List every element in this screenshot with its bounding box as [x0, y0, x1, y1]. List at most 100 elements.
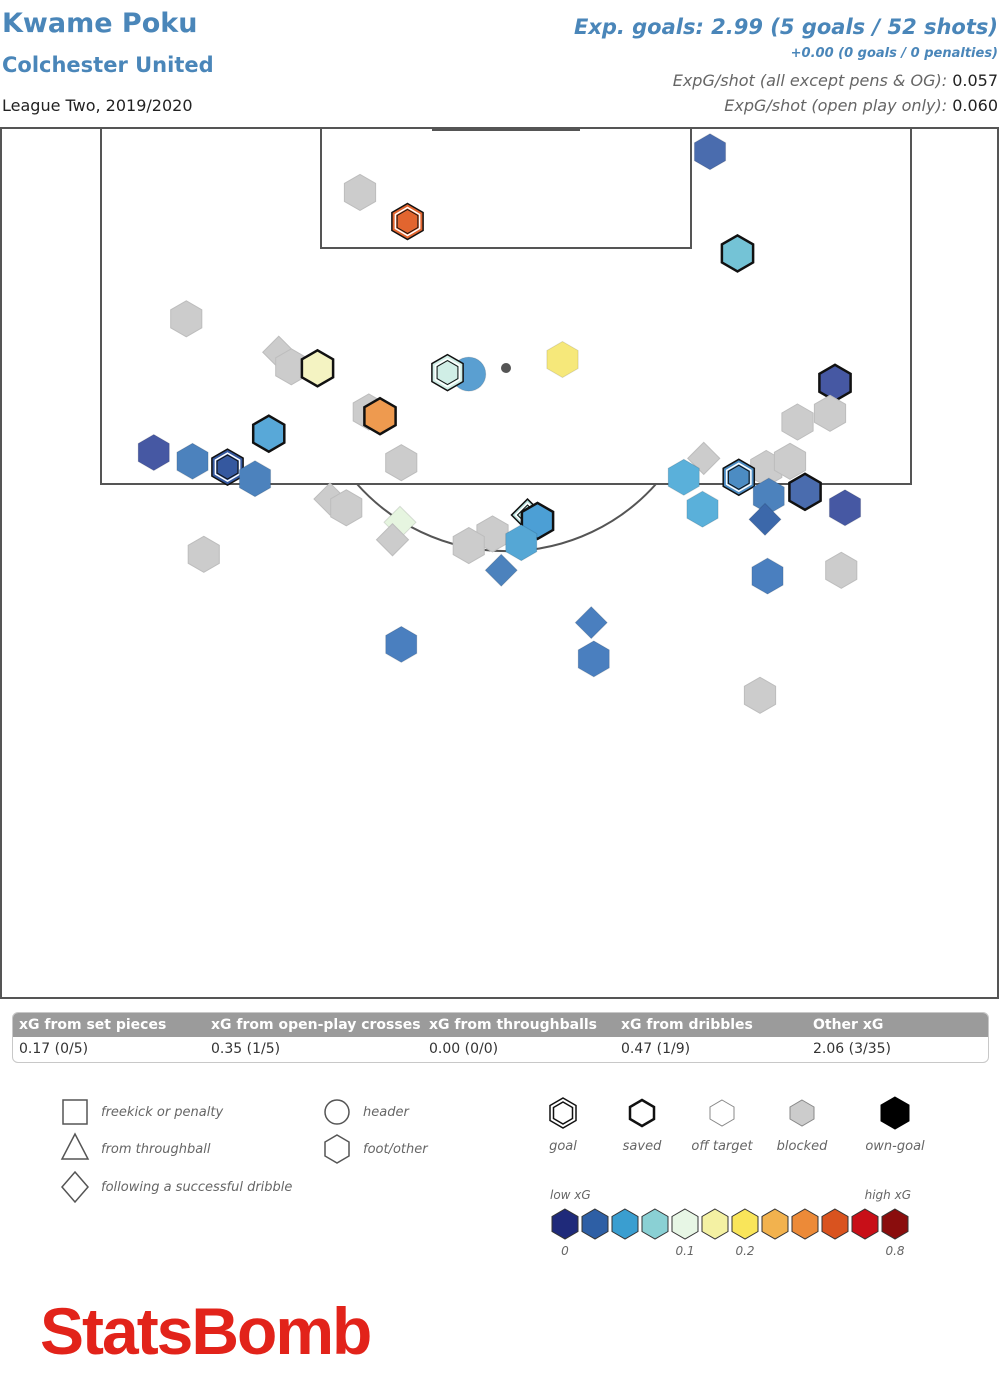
- goal-inner-outline: [216, 454, 239, 480]
- shot-marker: [825, 551, 858, 589]
- shot-marker: [238, 460, 272, 498]
- goal-inner-ring: [725, 462, 752, 493]
- scale-swatch: [821, 1208, 849, 1240]
- shot-blocked-hex: [773, 442, 807, 480]
- shot-marker: [667, 458, 700, 496]
- triangle-icon: [60, 1132, 90, 1160]
- shot-saved-hex: [363, 396, 397, 436]
- shot-blocked-hex: [385, 444, 418, 482]
- goal-inner-outline: [436, 360, 459, 386]
- legend-goal-label: goal: [549, 1139, 577, 1154]
- shot-marker: [137, 433, 170, 472]
- stat-label-other: Other xG: [813, 1017, 884, 1033]
- shot-off_target-hex: [667, 458, 700, 496]
- stat-value-dribbles: 0.47 (1/9): [621, 1041, 691, 1057]
- scale-swatch: [611, 1208, 639, 1240]
- shot-marker: [452, 527, 485, 565]
- goal-inner-outline: [727, 464, 750, 490]
- season-label: League Two, 2019/2020: [2, 96, 193, 115]
- diamond-icon: [61, 1170, 89, 1204]
- statsbomb-logo: StatsBomb: [40, 1294, 372, 1368]
- xg-penalties: +0.00 (0 goals / 0 penalties): [790, 46, 998, 61]
- legend-foot-label: foot/other: [363, 1142, 429, 1157]
- xg-breakdown-table: xG from set pieces xG from open-play cro…: [12, 1012, 989, 1063]
- scale-swatch: [851, 1208, 879, 1240]
- xg-per-shot-value: 0.057: [952, 71, 998, 90]
- hexagon-icon: [324, 1134, 350, 1164]
- legend-header-label: header: [363, 1105, 410, 1120]
- own-goal-outcome-icon: [880, 1096, 910, 1130]
- shot-marker: [748, 502, 782, 537]
- xg-scale: low xG high xG 0 0.1 0.2 0.8: [550, 1188, 911, 1258]
- goal-outcome-inner: [552, 1101, 574, 1125]
- shot-marker: [505, 524, 538, 562]
- shot-marker: [828, 489, 862, 527]
- shot-marker: [385, 625, 418, 663]
- shot-marker: [363, 396, 397, 436]
- legend: freekick or penalty from throughball fol…: [60, 1096, 925, 1258]
- shot-off_target-hex: [385, 625, 418, 663]
- scale-swatch: [641, 1208, 669, 1240]
- shot-off_target-hex: [828, 489, 862, 527]
- shot-blocked-hex: [825, 551, 858, 589]
- stat-value-crosses: 0.35 (1/5): [211, 1041, 281, 1057]
- shot-off_target-hex: [176, 442, 209, 480]
- square-icon: [62, 1099, 88, 1125]
- shot-marker: [818, 363, 852, 403]
- shot-blocked-hex: [330, 489, 363, 527]
- shot-marker: [391, 202, 424, 241]
- legend-off-target-label: off target: [691, 1139, 753, 1154]
- stat-label-crosses: xG from open-play crosses: [211, 1017, 421, 1033]
- xg-total: Exp. goals: 2.99 (5 goals / 52 shots): [573, 15, 998, 39]
- xg-open-play-label: ExpG/shot (open play only):: [724, 96, 948, 115]
- shot-blocked-hex: [187, 535, 220, 573]
- shot-saved-hex: [788, 472, 822, 512]
- shot-marker: [176, 442, 209, 480]
- shot-saved-hex: [720, 233, 755, 273]
- team-name: Colchester United: [2, 53, 214, 77]
- scale-swatch: [671, 1208, 699, 1240]
- scale-swatch: [701, 1208, 729, 1240]
- scale-swatch: [581, 1208, 609, 1240]
- shot-off_target-hex: [137, 433, 170, 472]
- shot-blocked-hex: [813, 394, 847, 432]
- shot-off_target-hex: [505, 524, 538, 562]
- shot-off_target-diamond: [574, 605, 608, 640]
- shot-marker: [343, 173, 377, 211]
- off-target-outcome-icon: [709, 1099, 735, 1127]
- shot-marker: [330, 489, 363, 527]
- shot-marker: [484, 553, 518, 587]
- shot-marker: [751, 557, 784, 595]
- shot-marker: [546, 340, 579, 379]
- shot-saved-hex: [300, 348, 335, 388]
- shot-goal-hex: [391, 202, 424, 241]
- shot-off_target-diamond: [748, 502, 782, 537]
- penalty-spot: [501, 363, 511, 373]
- shots-layer: [137, 133, 862, 714]
- xg-breakdown-header: [13, 1013, 988, 1037]
- shot-marker: [773, 442, 807, 480]
- shot-saved-hex: [818, 363, 852, 403]
- shot-blocked-hex: [781, 403, 814, 441]
- scale-swatch: [731, 1208, 759, 1240]
- scale-tick-label: 0.2: [735, 1244, 754, 1258]
- legend-saved-label: saved: [623, 1139, 662, 1154]
- scale-tick-label: 0: [561, 1244, 569, 1258]
- xg-per-shot: ExpG/shot (all except pens & OG): 0.057: [673, 71, 998, 90]
- player-name: Kwame Poku: [2, 8, 198, 39]
- scale-swatch: [791, 1208, 819, 1240]
- shot-marker: [170, 300, 203, 338]
- xg-open-play-value: 0.060: [952, 96, 998, 115]
- scale-ticks: 0 0.1 0.2 0.8: [561, 1244, 905, 1258]
- shot-marker: [251, 414, 286, 454]
- shot-off_target-hex: [693, 133, 727, 171]
- legend-freekick-label: freekick or penalty: [101, 1105, 223, 1120]
- scale-tick-label: 0.8: [885, 1244, 904, 1258]
- shot-marker: [574, 605, 608, 640]
- shot-saved-hex: [251, 414, 286, 454]
- shot-off_target-hex: [577, 640, 610, 678]
- legend-dribble-label: following a successful dribble: [101, 1180, 292, 1195]
- goal-inner-outline: [396, 208, 419, 235]
- stat-value-set-pieces: 0.17 (0/5): [19, 1041, 89, 1057]
- legend-throughball-label: from throughball: [101, 1142, 211, 1157]
